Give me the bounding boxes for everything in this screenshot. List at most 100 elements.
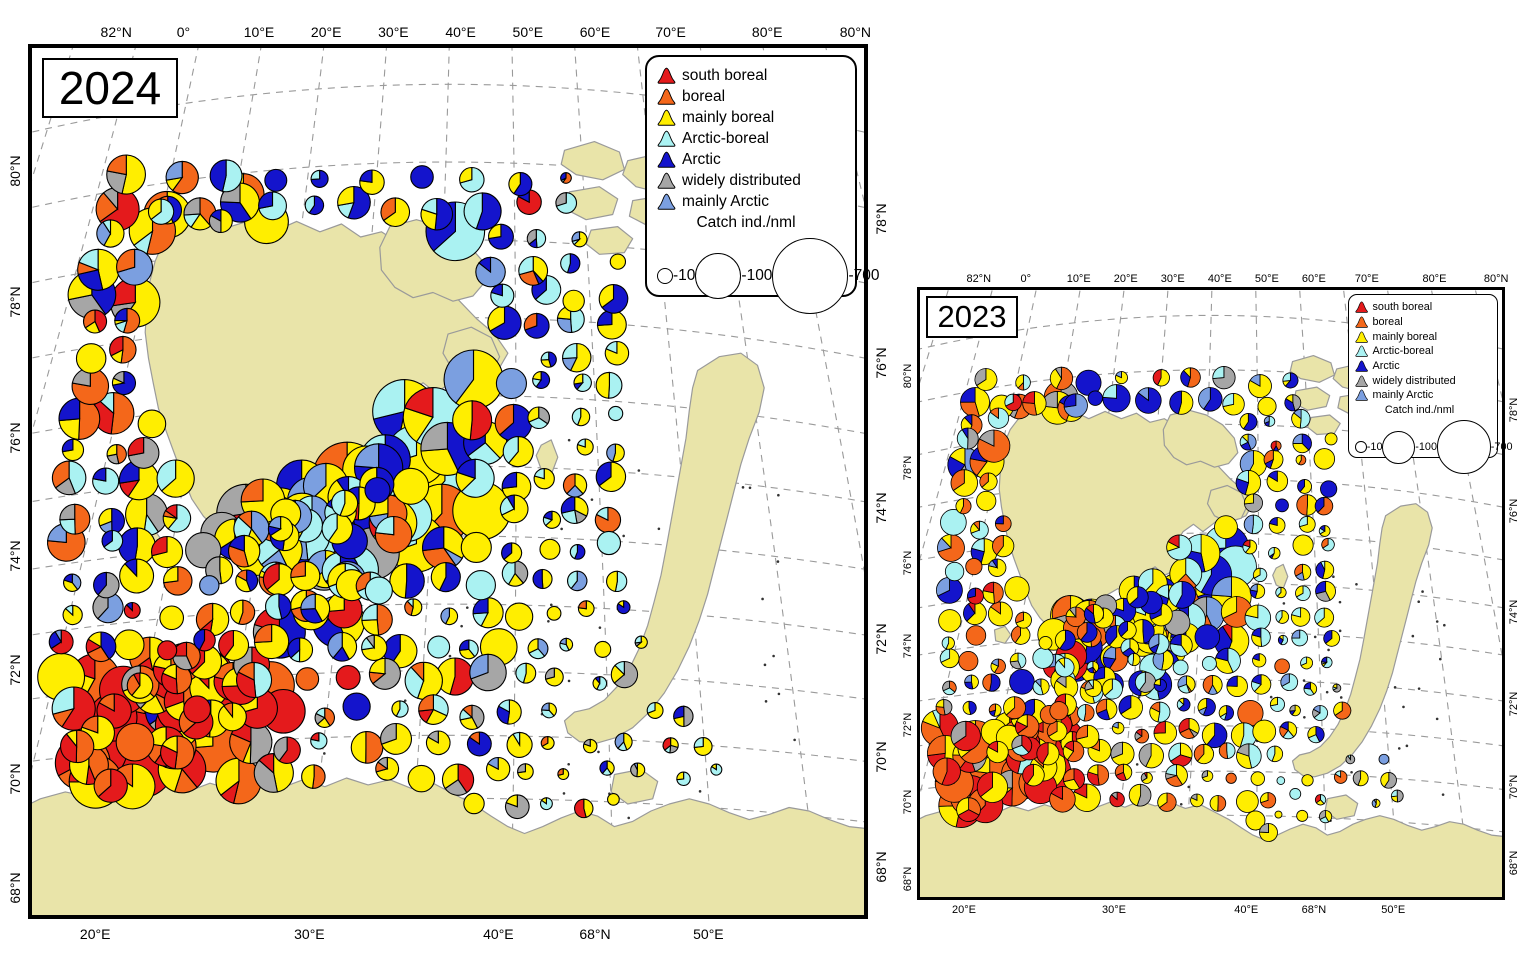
catch-pie-marker [569,544,586,560]
pie-slice [1268,415,1276,427]
pie-slice [941,757,961,786]
catch-pie-marker [264,168,288,192]
pie-slice [1097,764,1110,786]
station-dot [772,654,775,658]
pie-slice [1015,611,1024,624]
land-polygon-mainland-norway-kola [920,800,1502,897]
catch-pie-marker [595,371,623,399]
pie-slice [219,556,234,585]
pie-slice [1253,567,1268,583]
catch-pie-marker [1054,657,1075,678]
pie-slice [438,562,461,593]
pie-slice [1004,576,1030,602]
catch-pie-marker [1022,391,1047,416]
pie-slice [1112,721,1119,729]
pie-slice [1249,583,1258,592]
catch-pie-marker [1291,408,1311,429]
catch-pie-marker [350,731,384,764]
pie-slice [1167,534,1180,549]
pie-slice [420,421,448,452]
pie-slice [63,579,79,592]
pie-slice [1211,576,1232,598]
pie-slice [535,371,551,389]
axis-tick-label: 72°N [902,712,914,738]
catch-pie-marker [472,597,504,629]
legend-entry-label: Arctic [1372,360,1400,373]
pie-slice [480,597,504,629]
catch-pie-marker [1314,496,1334,516]
pie-slice [965,625,987,646]
pie-slice [595,371,610,399]
pie-slice [1150,701,1161,713]
legend-size-scale: -10 -100 -700 [1355,420,1513,475]
pie-slice [596,676,608,691]
pie-slice [1126,586,1139,606]
pie-slice [950,720,967,745]
pie-slice [598,461,627,493]
catch-pie-marker [235,569,259,593]
pie-slice [1021,734,1033,754]
axis-tick-label: 68°N [873,850,889,883]
catch-pie-marker [116,248,153,286]
station-dot [1435,717,1439,721]
pie-slice [1226,675,1248,697]
catch-pie-marker [1046,721,1068,742]
catch-pie-marker [610,660,639,689]
pie-slice [532,371,542,381]
pie-slice [421,197,438,215]
pie-slice [527,406,540,423]
station-dot [1282,602,1286,605]
pie-slice [1145,743,1164,769]
pie-slice [1111,791,1118,801]
axis-tick-label: 68°N [902,866,914,891]
catch-pie-marker [1077,704,1095,722]
pie-slice [131,672,154,699]
pie-slice [544,510,561,529]
pie-slice [97,768,128,803]
catch-pie-marker [987,601,1013,627]
pie-slice [65,729,78,748]
pie-slice [109,335,124,357]
axis-tick-label: 50°E [1381,904,1406,916]
pie-slice [950,469,965,492]
pie-slice [106,154,127,176]
pie-slice [562,289,585,313]
station-dot [1325,690,1329,694]
catch-pie-marker [96,219,125,248]
axis-tick-label: 70°N [873,741,889,773]
catch-pie-marker [1319,810,1333,824]
catch-pie-marker [533,468,555,490]
pie-slice [402,407,434,443]
station-dot [1338,600,1342,604]
pie-slice [1275,586,1282,597]
pie-slice [567,570,578,590]
pie-slice [68,781,115,809]
catch-pie-marker [1190,793,1204,808]
catch-pie-marker [1015,374,1031,391]
pie-slice [1292,394,1302,412]
pie-slice [327,631,343,659]
catch-pie-marker [594,640,612,658]
axis-top-labels-2024: 82°N 0° 10°E 20°E 30°E 40°E 50°E 60°E 70°E 80°E 80… [28,23,871,41]
catch-pie-marker [304,195,325,216]
station-dot [598,626,602,629]
pie-slice [1300,656,1308,666]
catch-pie-marker [501,560,529,587]
catch-pie-marker [1201,770,1214,782]
pie-slice [1153,721,1166,734]
catch-pie-marker [1239,433,1257,451]
catch-pie-marker [77,248,120,291]
axis-tick-label: 60°E [1301,273,1326,285]
pie-slice [1150,603,1173,627]
catch-pie-marker [1126,586,1149,609]
pie-slice [1157,792,1168,809]
pie-slice [1298,515,1308,528]
pie-slice [1299,478,1312,494]
pie-slice [315,707,326,719]
catch-pie-marker [1275,610,1290,624]
pie-slice [470,653,507,692]
axis-tick-label: 80°E [751,24,783,40]
pie-slice [507,436,534,468]
triangle-marker-icon [1355,375,1373,387]
pie-slice [112,370,125,384]
